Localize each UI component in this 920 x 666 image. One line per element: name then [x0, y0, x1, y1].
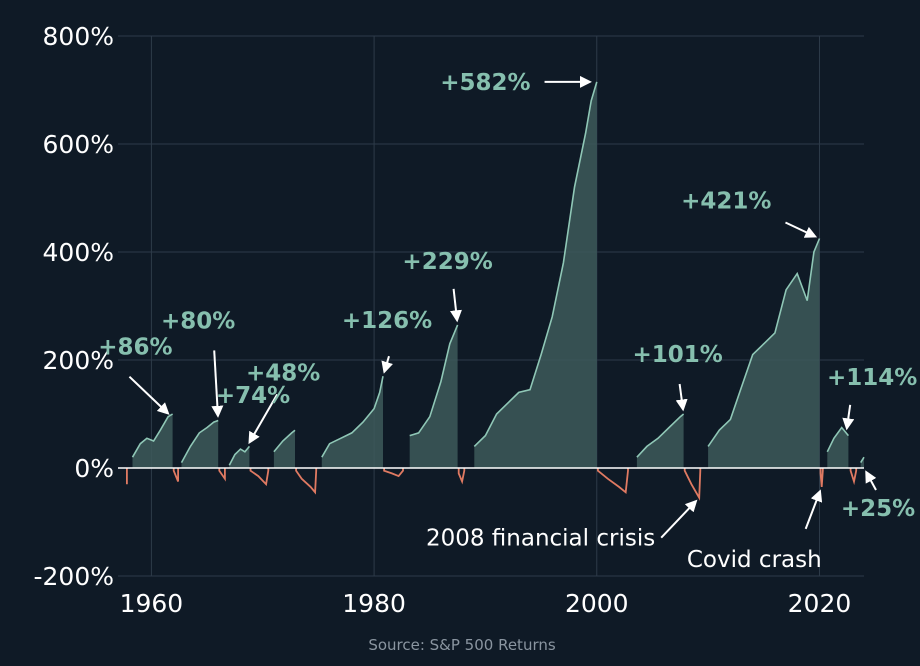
- bear-market-line: [683, 468, 702, 501]
- bull-market-line: [273, 429, 296, 453]
- annotation-arrow: [381, 355, 393, 374]
- annotation-label: +114%: [827, 365, 917, 391]
- bull-market-area: [474, 81, 597, 469]
- annotation-label: +229%: [402, 249, 492, 275]
- series-area: [118, 81, 865, 501]
- bull-market-line: [321, 376, 384, 458]
- bull-market-line: [826, 426, 850, 453]
- bear-market-line: [849, 468, 858, 486]
- annotation-label: 2008 financial crisis: [426, 526, 655, 552]
- annotation-label: +101%: [632, 342, 722, 368]
- y-tick-label: 0%: [74, 454, 114, 483]
- bull-market-line: [473, 81, 598, 447]
- bull-market-area: [273, 430, 295, 468]
- y-tick-label: 200%: [43, 346, 114, 375]
- bear-market-line: [457, 468, 466, 485]
- annotation-arrow: [211, 350, 224, 418]
- annotation-arrow: [128, 375, 170, 415]
- x-axis-ticks: 1960 1980 2000 2020: [120, 589, 852, 618]
- y-axis-ticks: -200% 0% 200% 400% 600% 800%: [34, 22, 115, 591]
- bull-market-line: [131, 413, 174, 458]
- bear-market-line: [819, 468, 824, 487]
- annotations: +86%+80% +48%+74% +126% +229% +582% +101% +421…: [98, 70, 917, 573]
- bull-market-area: [321, 376, 383, 468]
- y-tick-label: 800%: [43, 22, 114, 51]
- bull-market-line: [409, 324, 459, 437]
- annotation-arrow: [450, 288, 462, 323]
- bear-market-line: [218, 468, 226, 482]
- y-tick-label: 400%: [43, 238, 114, 267]
- bull-market-line: [860, 456, 865, 464]
- bull-market-line: [636, 413, 685, 458]
- annotation-arrow: [675, 383, 688, 412]
- bull-market-line: [707, 238, 821, 447]
- bear-market-line: [383, 468, 404, 478]
- annotation-arrow: [804, 489, 823, 530]
- bull-market-area: [827, 427, 849, 468]
- x-tick-label: 2020: [788, 589, 852, 618]
- annotation-label: +126%: [342, 308, 432, 334]
- annotation-label: +86%: [98, 335, 172, 361]
- annotation-label: +25%: [841, 496, 915, 522]
- annotation-label: Covid crash: [687, 547, 822, 573]
- x-tick-label: 1960: [120, 589, 184, 618]
- annotation-label: +80%: [161, 308, 235, 334]
- source-label: Source: S&P 500 Returns: [368, 636, 556, 654]
- bull-market-line: [180, 419, 219, 463]
- x-tick-label: 1980: [342, 589, 406, 618]
- annotation-arrow: [660, 499, 698, 539]
- annotation-arrow: [785, 221, 818, 238]
- bull-market-area: [636, 414, 684, 468]
- bull-market-line: [228, 445, 251, 466]
- bull-market-area: [708, 238, 820, 468]
- annotation-label: +582%: [440, 70, 530, 96]
- annotation-arrow: [248, 393, 279, 445]
- annotation-label: +421%: [681, 189, 771, 215]
- x-tick-label: 2000: [565, 589, 629, 618]
- annotation-arrow: [842, 404, 855, 431]
- bull-market-area: [409, 324, 458, 468]
- annotation-label: +74%: [216, 383, 290, 409]
- bear-market-line: [172, 468, 180, 482]
- bear-market-line: [249, 468, 270, 487]
- annotation-label: +48%: [246, 360, 320, 386]
- bear-market-line: [597, 468, 629, 495]
- y-tick-label: 600%: [43, 130, 114, 159]
- y-tick-label: -200%: [34, 562, 115, 591]
- bear-market-line: [295, 468, 318, 495]
- bull-market-area: [181, 420, 219, 468]
- annotation-arrow: [865, 470, 877, 491]
